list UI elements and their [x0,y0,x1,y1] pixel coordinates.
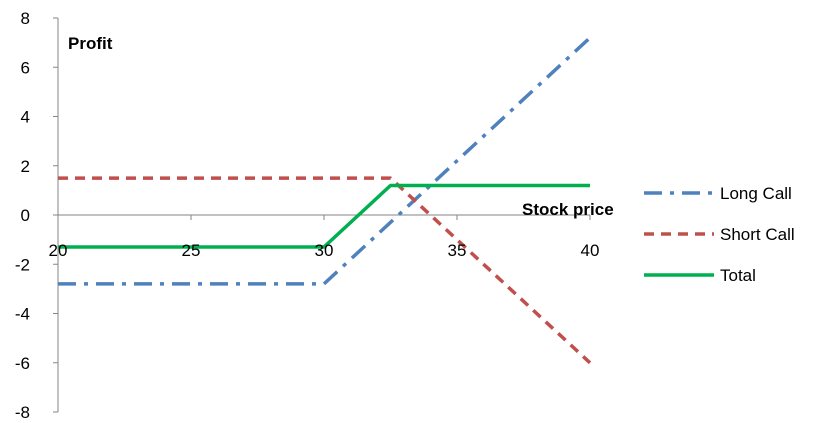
series-line-short-call [58,176,592,365]
legend-label: Long Call [720,184,792,203]
x-tick-label: 30 [315,241,334,260]
x-tick-label: 20 [49,241,68,260]
y-tick-label: -8 [15,403,30,422]
x-tick-label: 25 [182,241,201,260]
x-axis-title: Stock price [522,200,614,219]
y-tick-label: 4 [21,108,30,127]
y-tick-label: 0 [21,206,30,225]
legend: Long Call Short Call Total [644,184,795,285]
series-line-total [58,183,590,249]
x-tick-label: 35 [448,241,467,260]
series-layer [58,36,592,365]
y-tick-label: -6 [15,354,30,373]
series-line-long-call [58,36,592,286]
y-tick-label: 8 [21,9,30,28]
x-tick-label: 40 [581,241,600,260]
y-axis-title: Profit [68,34,113,53]
y-tick-label: -4 [15,305,30,324]
legend-label: Short Call [720,225,795,244]
y-tick-label: 2 [21,157,30,176]
axes [53,17,591,413]
legend-label: Total [720,266,756,285]
y-tick-label: -2 [15,255,30,274]
y-tick-label: 6 [21,58,30,77]
